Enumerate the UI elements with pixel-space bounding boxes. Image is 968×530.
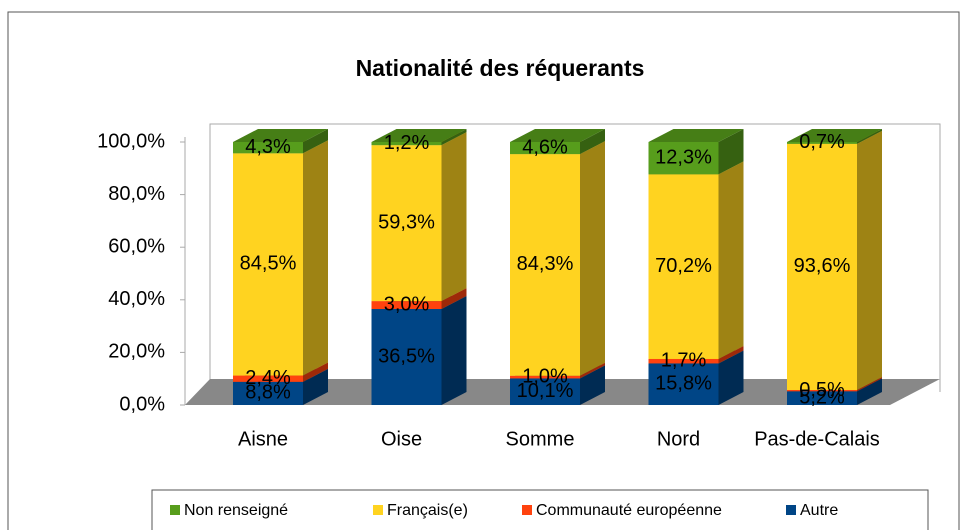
legend-label: Non renseigné (184, 502, 288, 519)
bar-front (787, 390, 857, 392)
data-label: 3,0% (384, 293, 430, 315)
legend-swatch (170, 505, 180, 515)
bar-side (857, 130, 882, 391)
bar-side (441, 129, 467, 146)
bar-front (510, 142, 580, 155)
data-label: 12,3% (655, 146, 712, 168)
bar-front (233, 153, 303, 376)
data-label: 70,2% (655, 255, 712, 277)
x-tick-label: Aisne (238, 428, 288, 450)
bar-front (510, 375, 580, 379)
legend-swatch (373, 505, 383, 515)
data-label: 8,8% (245, 382, 291, 404)
bar-side (303, 368, 328, 405)
y-tick-label: 60,0% (108, 235, 165, 257)
y-tick-label: 40,0% (108, 288, 165, 310)
bar-side (580, 141, 605, 376)
bar-front (648, 363, 719, 405)
bar-front (787, 143, 857, 391)
bar-front (233, 375, 303, 382)
bar-side (718, 129, 744, 175)
bar-side (718, 345, 744, 364)
back-wall (209, 123, 941, 392)
bar-top (787, 129, 882, 142)
legend-label: Communauté européenne (536, 502, 722, 519)
bar-side (580, 129, 605, 155)
data-label: 15,8% (655, 373, 712, 395)
bar-front (371, 142, 442, 146)
bar-side (303, 140, 328, 376)
data-label: 2,4% (245, 367, 291, 389)
bar-front (648, 142, 719, 175)
bar-side (718, 350, 744, 405)
y-tick-label: 0,0% (119, 393, 165, 415)
legend-label: Français(e) (387, 502, 468, 519)
data-label: 0,5% (799, 379, 845, 401)
bar-side (580, 365, 605, 405)
data-label: 1,7% (661, 349, 707, 371)
legend-swatch (522, 505, 532, 515)
data-label: 1,2% (384, 132, 430, 154)
x-tick-label: Oise (381, 428, 422, 450)
bar-front (648, 358, 719, 364)
bar-front (233, 142, 303, 154)
bar-top (233, 129, 328, 142)
data-label: 5,2% (799, 386, 845, 408)
data-label: 4,6% (522, 136, 568, 158)
bar-front (787, 391, 857, 405)
data-label: 93,6% (794, 255, 851, 277)
bar-side (441, 132, 467, 302)
bar-side (441, 296, 467, 405)
bar-top (648, 129, 744, 142)
y-tick-label: 80,0% (108, 183, 165, 205)
bar-side (857, 378, 882, 405)
bar-front (371, 301, 442, 310)
data-label: 1,0% (522, 365, 568, 387)
bar-side (303, 129, 328, 154)
y-tick-label: 20,0% (108, 341, 165, 363)
chart-title: Nationalité des réquerants (356, 55, 645, 81)
x-tick-label: Nord (657, 428, 700, 450)
bar-front (233, 381, 303, 405)
data-label: 10,1% (517, 380, 574, 402)
bar-front (510, 378, 580, 405)
legend-label: Autre (800, 502, 838, 519)
x-tick-label: Pas-de-Calais (754, 428, 880, 450)
bar-front (648, 174, 719, 359)
bar-side (303, 362, 328, 382)
data-label: 84,3% (517, 253, 574, 275)
bar-front (787, 142, 857, 144)
data-label: 59,3% (378, 211, 435, 233)
data-label: 0,7% (799, 131, 845, 153)
bar-side (718, 161, 744, 359)
legend-box (151, 489, 929, 530)
y-tick-label: 100,0% (97, 130, 165, 152)
data-label: 84,5% (240, 253, 297, 275)
bar-side (441, 288, 467, 310)
bar-side (580, 362, 605, 379)
bar-side (857, 377, 882, 392)
bar-top (371, 129, 467, 142)
legend-swatch (786, 505, 796, 515)
bar-top (510, 129, 605, 142)
bar-front (371, 145, 442, 302)
x-tick-label: Somme (506, 428, 575, 450)
data-label: 36,5% (378, 345, 435, 367)
data-label: 4,3% (245, 136, 291, 158)
bar-front (371, 309, 442, 405)
bar-front (510, 154, 580, 376)
bar-side (857, 129, 882, 144)
